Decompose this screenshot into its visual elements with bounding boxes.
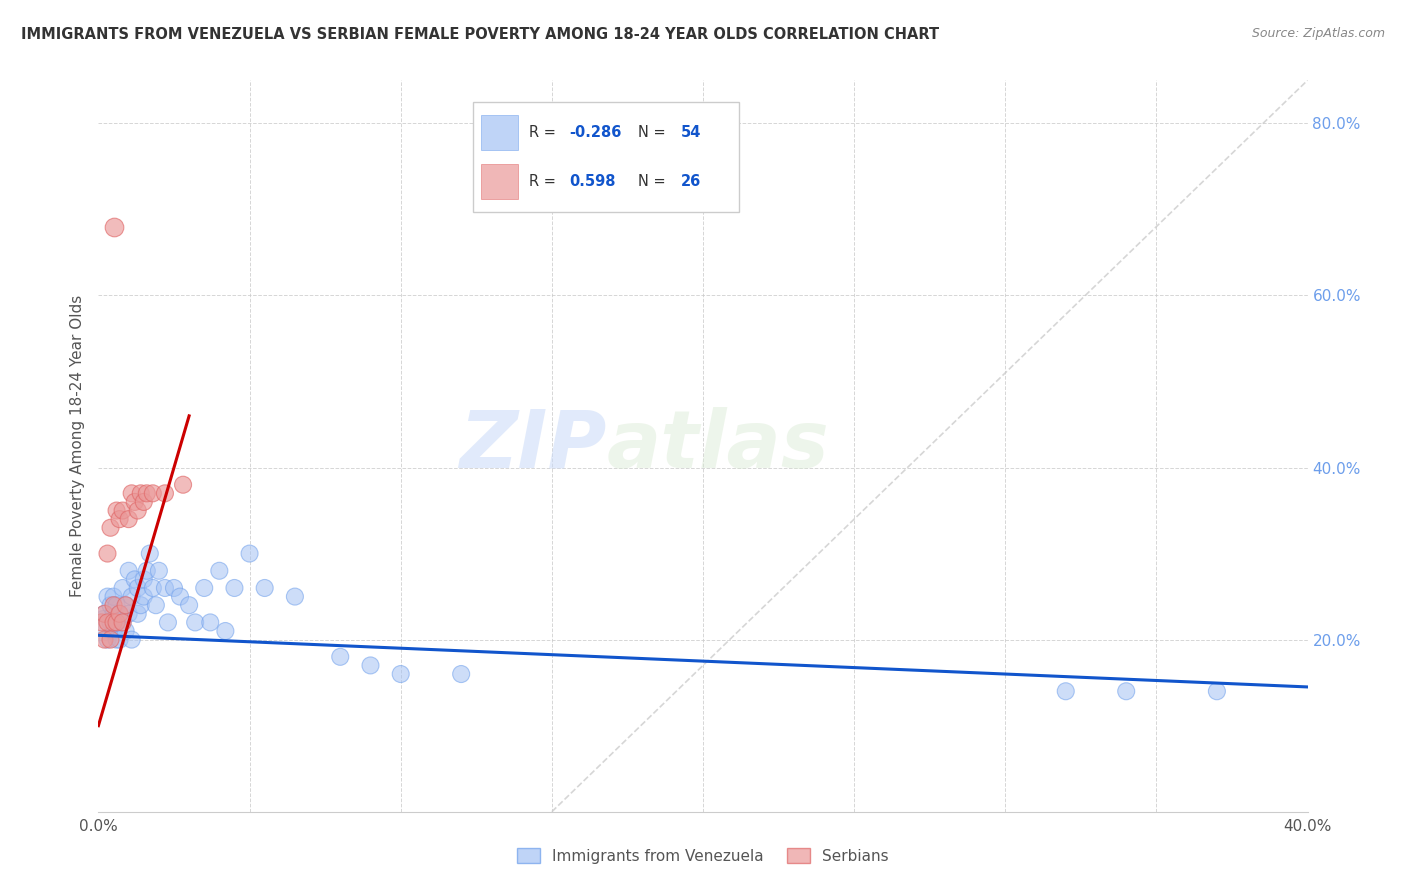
Point (148, 564, 170, 578)
Point (103, 607, 125, 621)
Point (96, 615, 118, 630)
Point (100, 615, 122, 630)
Point (389, 667, 412, 681)
Point (139, 547, 162, 561)
Point (329, 649, 352, 664)
Point (156, 615, 179, 630)
Point (1054, 684, 1077, 698)
Point (105, 503, 128, 517)
Point (111, 581, 134, 595)
Point (360, 658, 382, 673)
Point (114, 598, 136, 612)
Point (103, 219, 125, 234)
Point (135, 564, 157, 578)
Point (142, 581, 165, 595)
Point (169, 590, 191, 604)
Point (132, 573, 155, 587)
Point (100, 521, 122, 535)
Point (103, 590, 125, 604)
Point (93, 632, 115, 647)
Point (214, 624, 236, 638)
Point (124, 573, 146, 587)
Legend: Immigrants from Venezuela, Serbians: Immigrants from Venezuela, Serbians (512, 842, 894, 870)
Point (163, 581, 186, 595)
Point (105, 615, 128, 630)
Point (93, 607, 115, 621)
Point (121, 486, 143, 500)
Point (124, 495, 146, 509)
Y-axis label: Female Poverty Among 18-24 Year Olds: Female Poverty Among 18-24 Year Olds (69, 295, 84, 597)
Point (127, 607, 149, 621)
Point (132, 590, 155, 604)
Point (129, 486, 152, 500)
Point (100, 598, 122, 612)
Point (193, 581, 215, 595)
Point (153, 486, 176, 500)
Text: Source: ZipAtlas.com: Source: ZipAtlas.com (1251, 27, 1385, 40)
Point (224, 581, 246, 595)
Point (100, 632, 122, 647)
Point (208, 564, 231, 578)
Point (145, 598, 167, 612)
Point (105, 615, 128, 630)
Point (96, 590, 118, 604)
Point (105, 632, 128, 647)
Point (93, 607, 115, 621)
Point (1206, 684, 1229, 698)
Point (200, 615, 222, 630)
Point (284, 590, 307, 604)
Point (90, 615, 112, 630)
Point (127, 581, 149, 595)
Point (108, 512, 131, 526)
Point (111, 503, 134, 517)
Point (93, 615, 115, 630)
Point (96, 632, 118, 647)
Point (118, 512, 141, 526)
Point (114, 624, 136, 638)
Point (103, 615, 125, 630)
Point (129, 598, 152, 612)
Point (103, 598, 125, 612)
Text: atlas: atlas (606, 407, 830, 485)
Point (114, 598, 136, 612)
Point (172, 477, 194, 491)
Point (118, 607, 141, 621)
Point (111, 615, 134, 630)
Point (135, 486, 157, 500)
Point (121, 632, 143, 647)
Point (103, 624, 125, 638)
Point (179, 598, 201, 612)
Point (127, 503, 149, 517)
Point (184, 615, 207, 630)
Point (132, 495, 155, 509)
Point (1115, 684, 1137, 698)
Text: IMMIGRANTS FROM VENEZUELA VS SERBIAN FEMALE POVERTY AMONG 18-24 YEAR OLDS CORREL: IMMIGRANTS FROM VENEZUELA VS SERBIAN FEM… (21, 27, 939, 42)
Point (118, 564, 141, 578)
Point (142, 486, 165, 500)
Point (96, 547, 118, 561)
Point (253, 581, 276, 595)
Point (153, 581, 176, 595)
Point (450, 667, 472, 681)
Point (108, 607, 131, 621)
Point (108, 607, 131, 621)
Text: ZIP: ZIP (458, 407, 606, 485)
Point (105, 598, 128, 612)
Point (121, 590, 143, 604)
Point (108, 632, 131, 647)
Point (239, 547, 262, 561)
Point (111, 615, 134, 630)
